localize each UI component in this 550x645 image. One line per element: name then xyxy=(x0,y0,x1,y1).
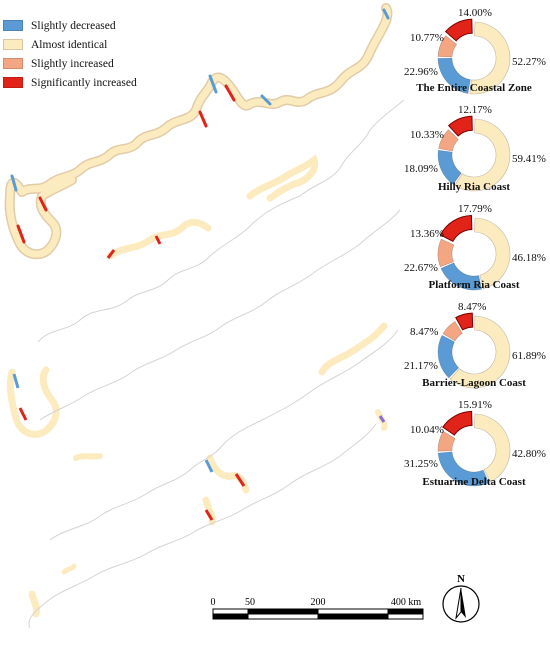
legend: Slightly decreased Almost identical Slig… xyxy=(3,16,137,92)
legend-label: Almost identical xyxy=(31,38,108,51)
donut-slice-slightly-increased xyxy=(437,35,458,58)
legend-label: Slightly increased xyxy=(31,57,114,70)
donut-pct-label: 8.47% xyxy=(410,326,439,338)
donut-pct-label: 21.17% xyxy=(404,360,438,372)
donut-pct-label: 61.89% xyxy=(512,350,546,362)
donut-pct-label: 42.80% xyxy=(512,448,546,460)
donut-slice-significantly-increased xyxy=(444,18,473,42)
donut-slice-slightly-increased xyxy=(442,321,463,342)
donut-slice-slightly-decreased xyxy=(437,451,490,487)
donut-slice-almost-identical xyxy=(449,315,511,389)
legend-item-significantly-increased: Significantly increased xyxy=(3,73,137,92)
donut-slice-slightly-increased xyxy=(438,129,459,152)
donut-slice-slightly-increased xyxy=(437,238,455,268)
donut-title: Hilly Ria Coast xyxy=(437,181,511,193)
donut-pct-label: 46.18% xyxy=(512,252,546,264)
legend-item-almost-identical: Almost identical xyxy=(3,35,137,54)
donut-pct-label: 13.36% xyxy=(410,228,444,240)
donut-slice-slightly-decreased xyxy=(437,149,462,185)
donut-slice-almost-identical xyxy=(474,217,511,290)
coastline-hilly-segment xyxy=(246,154,319,202)
donut-slice-almost-identical xyxy=(454,118,511,192)
scale-bar-seg-2 xyxy=(247,608,319,615)
donut-pct-label: 59.41% xyxy=(512,153,546,165)
map-panel-regions xyxy=(6,209,401,541)
legend-swatch-almost-identical xyxy=(3,39,23,50)
legend-swatch-slightly-decreased xyxy=(3,20,23,31)
donut-title: Barrier-Lagoon Coast xyxy=(422,377,526,389)
donut-slice-almost-identical xyxy=(474,413,511,483)
scale-tick-200: 200 xyxy=(311,597,326,608)
map-panel-entire-zone xyxy=(4,3,405,343)
map-panel-lower xyxy=(28,423,377,629)
donut-slice-slightly-decreased xyxy=(437,334,460,379)
scale-bar-seg-4 xyxy=(387,608,424,615)
donut-pct-label: 52.27% xyxy=(512,56,546,68)
donut-pct-label: 22.96% xyxy=(404,66,438,78)
donut-title: Estuarine Delta Coast xyxy=(422,476,526,488)
donut-slice-significantly-increased xyxy=(447,115,473,137)
donut-slice-almost-identical xyxy=(469,21,511,95)
scale-tick-0: 0 xyxy=(211,597,216,608)
north-arrow-label: N xyxy=(457,573,465,585)
legend-swatch-slightly-increased xyxy=(3,58,23,69)
donut-pct-label: 14.00% xyxy=(458,7,492,19)
donut-slice-significantly-increased xyxy=(455,312,474,331)
scale-tick-50: 50 xyxy=(245,597,255,608)
scale-tick-400: 400 km xyxy=(391,597,422,608)
legend-label: Slightly decreased xyxy=(31,19,116,32)
donut-pct-label: 8.47% xyxy=(458,301,487,313)
donut-slice-slightly-decreased xyxy=(440,262,482,291)
donut-slice-significantly-increased xyxy=(439,214,473,242)
scale-bar: 0 50 200 400 km xyxy=(211,597,424,620)
donut-title: Platform Ria Coast xyxy=(428,279,520,291)
donut-pct-label: 12.17% xyxy=(458,104,492,116)
donut-pct-label: 17.79% xyxy=(458,203,492,215)
donut-pct-label: 31.25% xyxy=(404,458,438,470)
donut-pct-label: 10.33% xyxy=(410,129,444,141)
donut-pct-label: 18.09% xyxy=(404,163,438,175)
donut-pct-label: 10.77% xyxy=(410,32,444,44)
scale-bar-seg-3 xyxy=(317,608,389,615)
donut-pct-label: 22.67% xyxy=(404,262,438,274)
donut-pct-label: 15.91% xyxy=(458,399,492,411)
donut-slice-slightly-decreased xyxy=(437,57,471,94)
donut-slice-significantly-increased xyxy=(442,410,473,436)
legend-label: Significantly increased xyxy=(31,76,137,89)
donut-title: The Entire Coastal Zone xyxy=(416,82,532,94)
donut-pct-label: 10.04% xyxy=(410,424,444,436)
north-arrow: N xyxy=(442,573,480,623)
legend-item-slightly-decreased: Slightly decreased xyxy=(3,16,137,35)
north-arrow-needle-right xyxy=(461,588,466,618)
legend-item-slightly-increased: Slightly increased xyxy=(3,54,137,73)
scale-bar-seg-1 xyxy=(212,608,249,615)
donut-slice-slightly-increased xyxy=(437,430,456,452)
legend-swatch-significantly-increased xyxy=(3,77,23,88)
donut-charts xyxy=(437,18,511,487)
